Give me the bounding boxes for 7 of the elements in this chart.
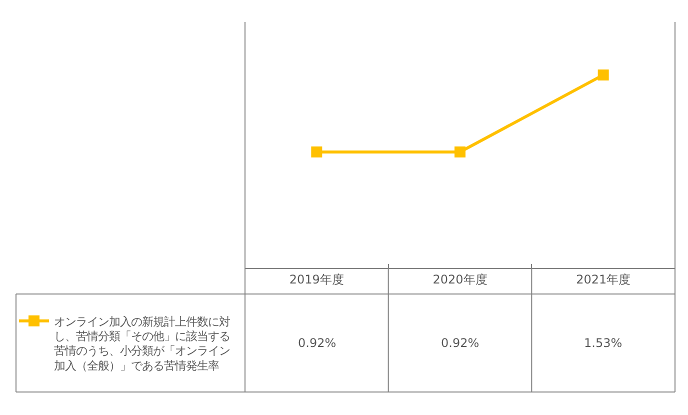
legend-label: オンライン加入の新規計上件数に対し、苦情分類「その他」に該当する苦情のうち、小分類が「オンライン加入（全般）」である苦情発生率 (54, 315, 230, 372)
x-tick-label: 2020年度 (432, 272, 488, 286)
data-label: 1.53% (584, 336, 622, 350)
data-label: 0.92% (441, 336, 480, 350)
x-tick-label: 2019年度 (289, 272, 344, 286)
data-label: 0.92% (298, 336, 336, 350)
x-tick-label: 2021年度 (576, 272, 631, 286)
